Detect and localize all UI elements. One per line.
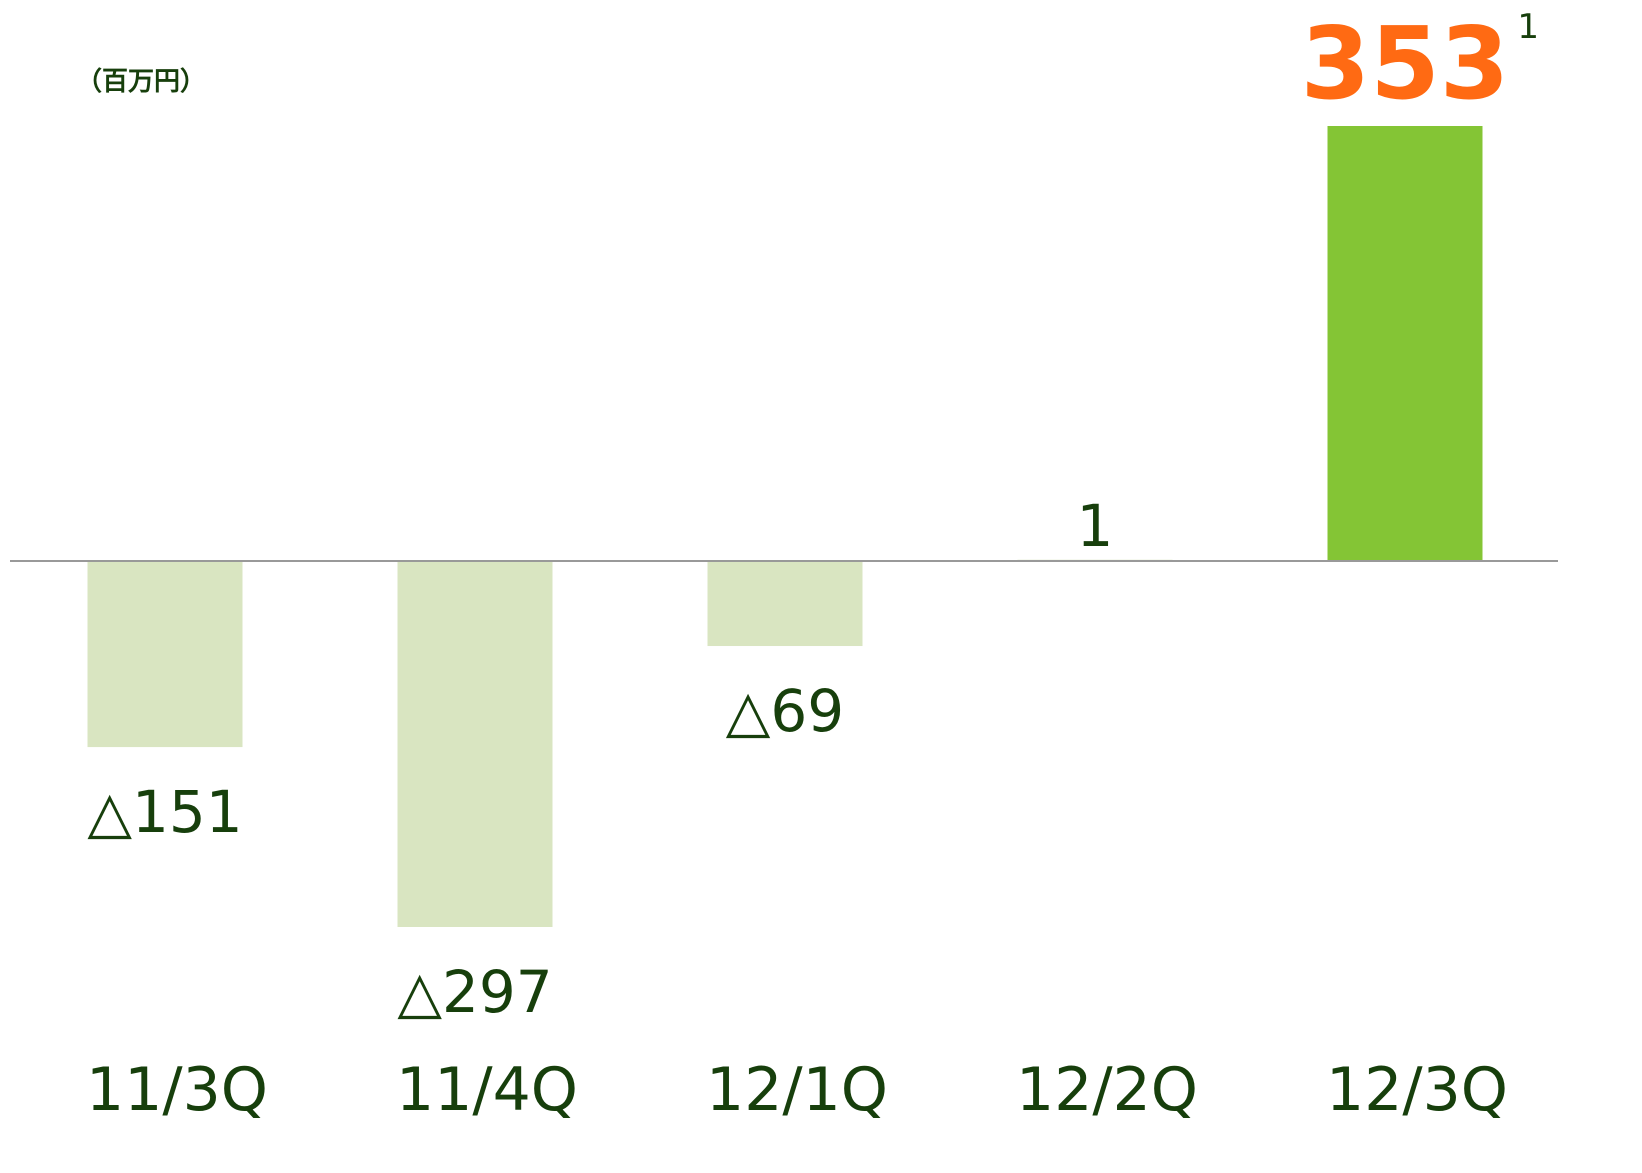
x-tick-label: 12/3Q	[1326, 1055, 1508, 1125]
value-label: 1	[1077, 492, 1114, 560]
bar	[87, 561, 243, 748]
value-label: △69	[726, 677, 844, 745]
bar	[707, 561, 863, 647]
bar	[1327, 126, 1483, 561]
value-label: △151	[87, 778, 242, 846]
footnote-marker: 1	[1517, 7, 1539, 47]
x-tick-label: 11/3Q	[86, 1055, 268, 1125]
value-label: 353	[1301, 5, 1510, 122]
value-label: △297	[397, 958, 552, 1026]
x-tick-label: 12/1Q	[706, 1055, 888, 1125]
x-tick-label: 11/4Q	[396, 1055, 578, 1125]
bar	[397, 561, 553, 927]
unit-label: （百万円）	[76, 67, 206, 97]
x-tick-label: 12/2Q	[1016, 1055, 1198, 1125]
